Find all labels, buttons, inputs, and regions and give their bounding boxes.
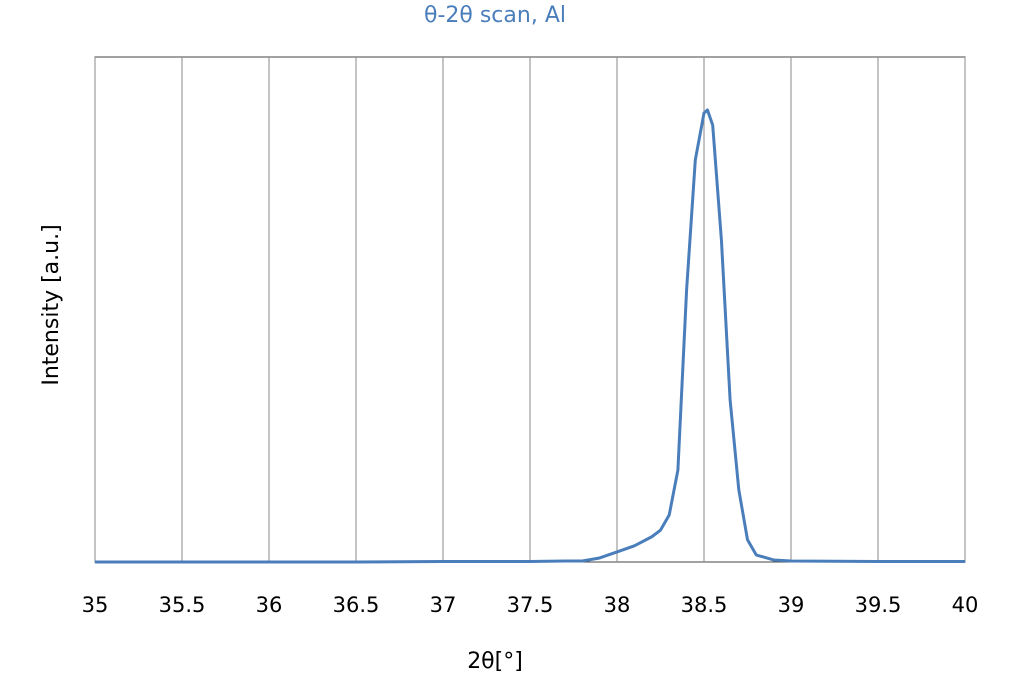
data-line xyxy=(95,108,965,564)
x-tick-label: 39.5 xyxy=(855,593,902,617)
x-axis-label: 2θ[°] xyxy=(467,649,523,674)
x-tick-label: 36.5 xyxy=(333,593,380,617)
x-tick-label: 37 xyxy=(430,593,457,617)
y-axis-label: Intensity [a.u.] xyxy=(39,224,64,385)
x-tick-label: 40 xyxy=(952,593,979,617)
x-tick-label: 38 xyxy=(604,593,631,617)
chart-title: θ-2θ scan, Al xyxy=(424,3,566,28)
x-tick-label: 37.5 xyxy=(507,593,554,617)
x-tick-label: 39 xyxy=(778,593,805,617)
x-tick-label: 38.5 xyxy=(681,593,728,617)
x-tick-label: 35 xyxy=(82,593,109,617)
x-tick-label: 35.5 xyxy=(159,593,206,617)
x-tick-label: 36 xyxy=(256,593,283,617)
